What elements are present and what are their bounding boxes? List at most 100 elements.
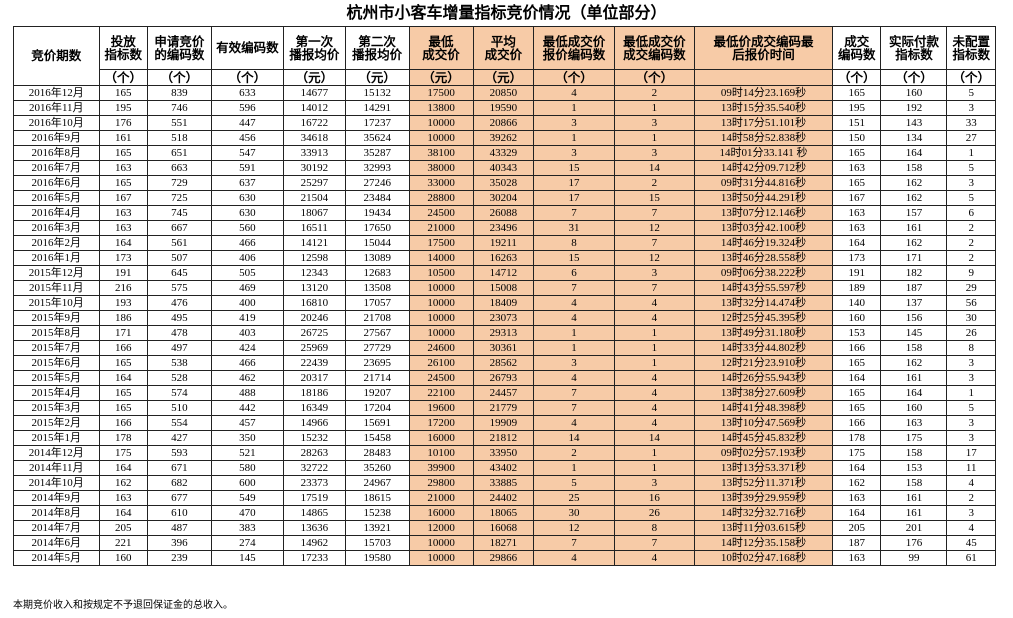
table-cell: 13089: [344, 250, 410, 266]
table-cell: 163: [832, 220, 882, 236]
table-cell: 7: [533, 400, 615, 416]
table-cell: 10000: [408, 280, 474, 296]
table-body: 2016年12月 165 839 633 14677 15132 17500 20850 4 2 0…: [13, 85, 996, 566]
table-cell: 30: [533, 505, 615, 521]
column-header-line: 投放: [110, 34, 136, 49]
table-cell: 746: [146, 100, 212, 116]
table-cell: 178: [832, 430, 882, 446]
column-header-line: 播报均价: [352, 47, 403, 62]
table-cell: 13时46分28.558秒: [693, 250, 834, 266]
table-cell: 547: [210, 145, 284, 161]
table-cell: 164: [98, 370, 148, 386]
column-header-3: 有效编码数: [210, 26, 284, 70]
column-header-7: 平均 成交价: [472, 26, 535, 70]
table-cell: 165: [98, 355, 148, 371]
table-cell: 7: [533, 205, 615, 221]
column-header-line: 最低成交价: [542, 34, 606, 49]
table-cell: 195: [98, 100, 148, 116]
table-cell: 2: [946, 220, 996, 236]
column-header-line: 最低: [428, 34, 454, 49]
table-cell: 161: [880, 490, 948, 506]
table-cell: 510: [146, 400, 212, 416]
table-row: 2014年12月 175 593 521 28263 28483 10100 33950 2 1 0…: [13, 445, 996, 461]
table-cell: 26088: [472, 205, 535, 221]
table-cell: 14: [613, 430, 696, 446]
table-cell: 162: [98, 475, 148, 491]
table-cell: 151: [832, 115, 882, 131]
table-cell: 5: [946, 400, 996, 416]
table-cell: 2016年2月: [13, 235, 100, 251]
table-cell: 1: [613, 355, 696, 371]
table-cell: 538: [146, 355, 212, 371]
table-cell: 24500: [408, 205, 474, 221]
table-cell: 166: [98, 415, 148, 431]
table-cell: 3: [946, 100, 996, 116]
table-cell: 18615: [344, 490, 410, 506]
table-cell: 17500: [408, 235, 474, 251]
table-cell: 26725: [282, 325, 346, 341]
table-cell: 16068: [472, 520, 535, 536]
table-cell: 39900: [408, 460, 474, 476]
table-cell: 14712: [472, 265, 535, 281]
table-cell: 12: [613, 220, 696, 236]
table-cell: 383: [210, 520, 284, 536]
table-cell: 38000: [408, 160, 474, 176]
table-cell: 14966: [282, 415, 346, 431]
table-cell: 24500: [408, 370, 474, 386]
table-cell: 487: [146, 520, 212, 536]
column-header-1: 投放 指标数: [98, 26, 148, 70]
table-cell: 162: [880, 190, 948, 206]
table-cell: 173: [98, 250, 148, 266]
table-cell: 4: [613, 550, 696, 566]
table-cell: 15008: [472, 280, 535, 296]
table-cell: 4: [613, 385, 696, 401]
table-cell: 158: [880, 160, 948, 176]
table-cell: 165: [832, 400, 882, 416]
table-cell: 19909: [472, 415, 535, 431]
table-cell: 23073: [472, 310, 535, 326]
column-header-line: 指标数: [104, 47, 142, 62]
table-cell: 26: [946, 325, 996, 341]
table-cell: 164: [880, 385, 948, 401]
table-cell: 21714: [344, 370, 410, 386]
table-cell: 19211: [472, 235, 535, 251]
table-cell: 2016年9月: [13, 130, 100, 146]
table-cell: 2014年10月: [13, 475, 100, 491]
table-cell: 22100: [408, 385, 474, 401]
table-cell: 2014年9月: [13, 490, 100, 506]
column-header-line: 最低成交价: [623, 34, 686, 49]
table-cell: 161: [880, 505, 948, 521]
table-cell: 2015年9月: [13, 310, 100, 326]
table-cell: 165: [832, 145, 882, 161]
table-cell: 1: [533, 325, 615, 341]
table-cell: 176: [98, 115, 148, 131]
table-cell: 18067: [282, 205, 346, 221]
table-cell: 10500: [408, 265, 474, 281]
table-cell: 13636: [282, 520, 346, 536]
table-cell: 682: [146, 475, 212, 491]
table-cell: 164: [832, 370, 882, 386]
table-cell: 2016年3月: [13, 220, 100, 236]
table-cell: 13时11分03.615秒: [693, 520, 834, 536]
table-row: 2014年11月 164 671 580 32722 35260 39900 43402 1 1 1…: [13, 460, 996, 476]
table-cell: 166: [832, 340, 882, 356]
column-header-line: 第二次: [358, 34, 396, 49]
table-cell: 201: [880, 520, 948, 536]
table-cell: 158: [880, 445, 948, 461]
table-cell: 29: [946, 280, 996, 296]
table-cell: 574: [146, 385, 212, 401]
table-cell: 2: [613, 175, 696, 191]
table-cell: 575: [146, 280, 212, 296]
table-cell: 4: [946, 475, 996, 491]
table-cell: 165: [832, 385, 882, 401]
table-cell: 27246: [344, 175, 410, 191]
table-cell: 596: [210, 100, 284, 116]
table-cell: 2015年7月: [13, 340, 100, 356]
table-cell: 192: [880, 100, 948, 116]
table-cell: 4: [533, 370, 615, 386]
table-cell: 10100: [408, 445, 474, 461]
table-cell: 2014年7月: [13, 520, 100, 536]
table-cell: 19580: [344, 550, 410, 566]
table-cell: 178: [98, 430, 148, 446]
table-cell: 745: [146, 205, 212, 221]
